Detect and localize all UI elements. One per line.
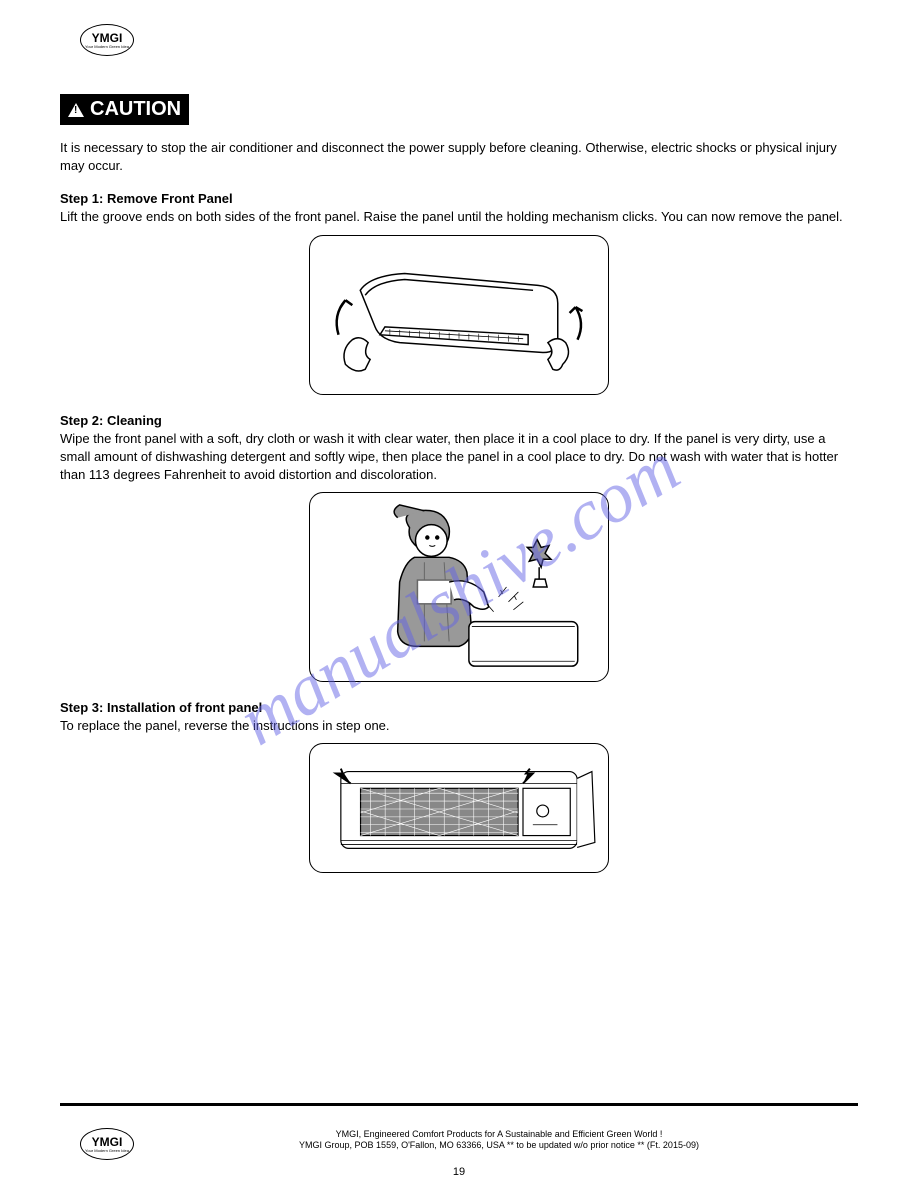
logo-subtext-bottom: Your Modern Green Idea xyxy=(85,1149,129,1153)
step2-heading: Step 2: Cleaning xyxy=(60,413,858,428)
footer-text: YMGI, Engineered Comfort Products for A … xyxy=(140,1129,858,1152)
logo-ellipse: YMGI Your Modern Green Idea xyxy=(80,24,134,56)
footer-line1: YMGI, Engineered Comfort Products for A … xyxy=(140,1129,858,1141)
illustration-install-panel xyxy=(309,743,609,873)
logo-text: YMGI xyxy=(92,32,123,44)
step1-heading: Step 1: Remove Front Panel xyxy=(60,191,858,206)
step2-desc: Wipe the front panel with a soft, dry cl… xyxy=(60,430,858,485)
step3-heading: Step 3: Installation of front panel xyxy=(60,700,858,715)
illustration-remove-panel xyxy=(309,235,609,395)
page-number: 19 xyxy=(453,1166,465,1178)
logo-subtext: Your Modern Green Idea xyxy=(85,45,129,49)
logo-ellipse-bottom: YMGI Your Modern Green Idea xyxy=(80,1128,134,1160)
warning-icon xyxy=(68,103,84,117)
caution-label: CAUTION xyxy=(90,98,181,121)
step-3: Step 3: Installation of front panel To r… xyxy=(60,700,858,873)
caution-banner: CAUTION xyxy=(60,94,189,125)
ac-unit-panel-svg xyxy=(310,236,608,394)
footer-divider xyxy=(60,1103,858,1106)
step-2: Step 2: Cleaning Wipe the front panel wi… xyxy=(60,413,858,683)
logo-bottom: YMGI Your Modern Green Idea xyxy=(80,1128,134,1160)
footer-line2: YMGI Group, POB 1559, O'Fallon, MO 63366… xyxy=(140,1140,858,1152)
logo-text-bottom: YMGI xyxy=(92,1136,123,1148)
step-1: Step 1: Remove Front Panel Lift the groo… xyxy=(60,191,858,394)
cleaning-svg xyxy=(310,493,608,681)
step3-desc: To replace the panel, reverse the instru… xyxy=(60,717,858,735)
illustration-cleaning xyxy=(309,492,609,682)
intro-text: It is necessary to stop the air conditio… xyxy=(60,139,858,175)
install-panel-svg xyxy=(310,744,608,872)
step1-desc: Lift the groove ends on both sides of th… xyxy=(60,208,858,226)
logo-top: YMGI Your Modern Green Idea xyxy=(80,24,134,56)
